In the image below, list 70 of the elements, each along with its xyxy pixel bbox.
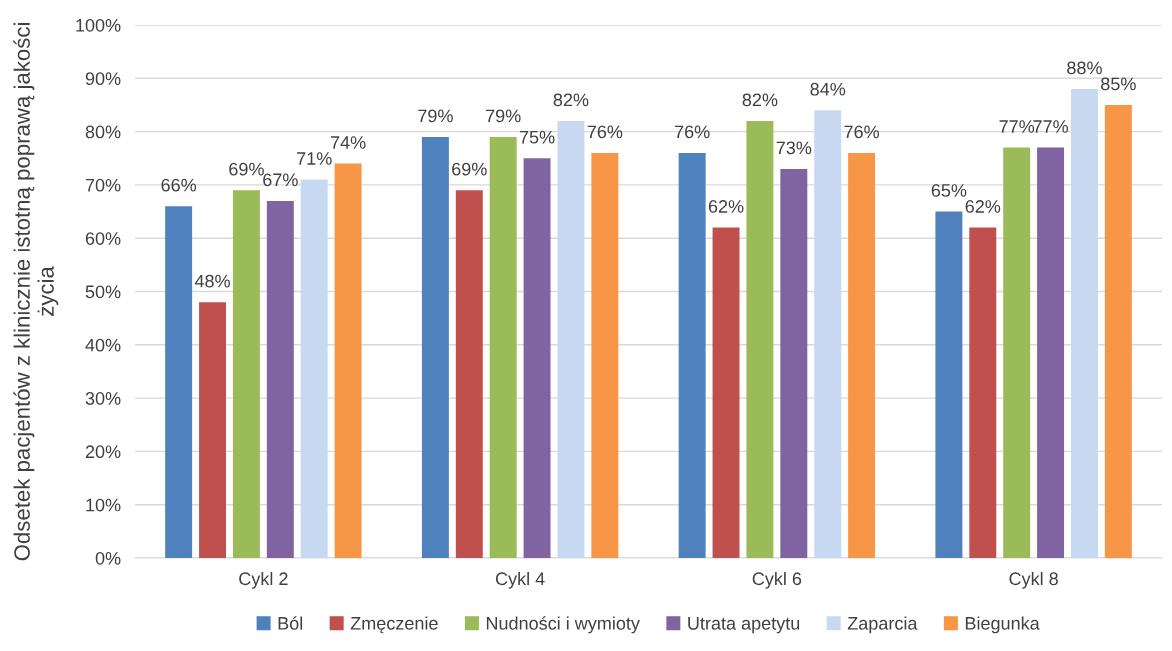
bar [557, 120, 585, 558]
bar [1003, 147, 1031, 558]
x-tick-label: Cykl 4 [495, 571, 545, 589]
y-tick-label: 60% [85, 232, 121, 245]
data-label: 76% [675, 125, 710, 139]
data-label: 84% [810, 82, 846, 96]
data-label: 71% [297, 152, 332, 165]
bar [780, 168, 808, 558]
bar [266, 200, 294, 558]
data-label: 88% [1067, 61, 1102, 75]
bar [969, 227, 997, 558]
y-tick-label: 0% [95, 551, 121, 565]
bar [523, 158, 551, 558]
y-tick-label: 50% [85, 285, 121, 299]
legend-label: Zmęczenie [350, 616, 438, 634]
y-tick-label: 20% [85, 445, 121, 459]
data-label: 69% [452, 162, 487, 176]
data-label: 76% [844, 125, 880, 139]
bar [334, 163, 362, 558]
y-tick-label: 100% [76, 18, 121, 32]
legend-label: Utrata apetytu [688, 617, 800, 634]
data-label: 79% [486, 109, 521, 123]
data-label: 66% [161, 178, 197, 192]
data-label: 76% [587, 125, 623, 139]
bar [300, 179, 328, 558]
x-tick-label: Cykl 2 [239, 571, 288, 589]
bar [814, 110, 842, 558]
bar [591, 152, 619, 558]
data-label: 67% [263, 173, 298, 187]
bar [848, 152, 876, 558]
data-label: 73% [776, 141, 812, 155]
bar [678, 152, 706, 558]
data-label: 62% [708, 200, 744, 213]
legend-label: Zaparcia [847, 616, 918, 634]
data-label: 85% [1101, 77, 1136, 91]
data-label: 77% [999, 120, 1035, 133]
data-label: 65% [931, 184, 967, 197]
data-label: 69% [229, 162, 264, 176]
data-label: 48% [194, 274, 230, 288]
bar [712, 227, 740, 558]
legend-label: Biegunka [965, 616, 1040, 634]
bar [1037, 147, 1065, 558]
bar [935, 211, 963, 558]
data-label: 74% [330, 136, 366, 149]
data-label: 79% [418, 109, 453, 123]
data-label: 77% [1033, 120, 1068, 133]
x-tick-label: Cykl 8 [1009, 571, 1058, 589]
bar [746, 120, 774, 558]
y-tick-label: 90% [85, 72, 121, 86]
y-tick-label: 30% [85, 392, 121, 405]
data-label: 75% [519, 130, 555, 144]
legend-label: Nudności i wymioty [486, 616, 640, 634]
bar [165, 206, 193, 558]
data-label: 82% [742, 93, 778, 107]
y-tick-label: 40% [85, 338, 121, 352]
y-tick-label: 80% [85, 125, 121, 139]
data-label: 62% [965, 200, 1001, 213]
bar [489, 136, 517, 558]
y-tick-label: 10% [86, 498, 121, 512]
data-label: 82% [553, 93, 589, 107]
bar [232, 190, 260, 558]
legend-label: Ból [278, 616, 303, 630]
bar [455, 190, 483, 558]
y-tick-label: 70% [85, 178, 121, 192]
bar [1104, 104, 1132, 558]
x-tick-label: Cykl 6 [752, 571, 802, 589]
bar [1070, 88, 1098, 558]
y-axis-title: Odsetek pacjentów z klinicznie istotną poprawą jakości życia [13, 23, 59, 561]
bar [199, 302, 227, 558]
bar [421, 136, 449, 558]
